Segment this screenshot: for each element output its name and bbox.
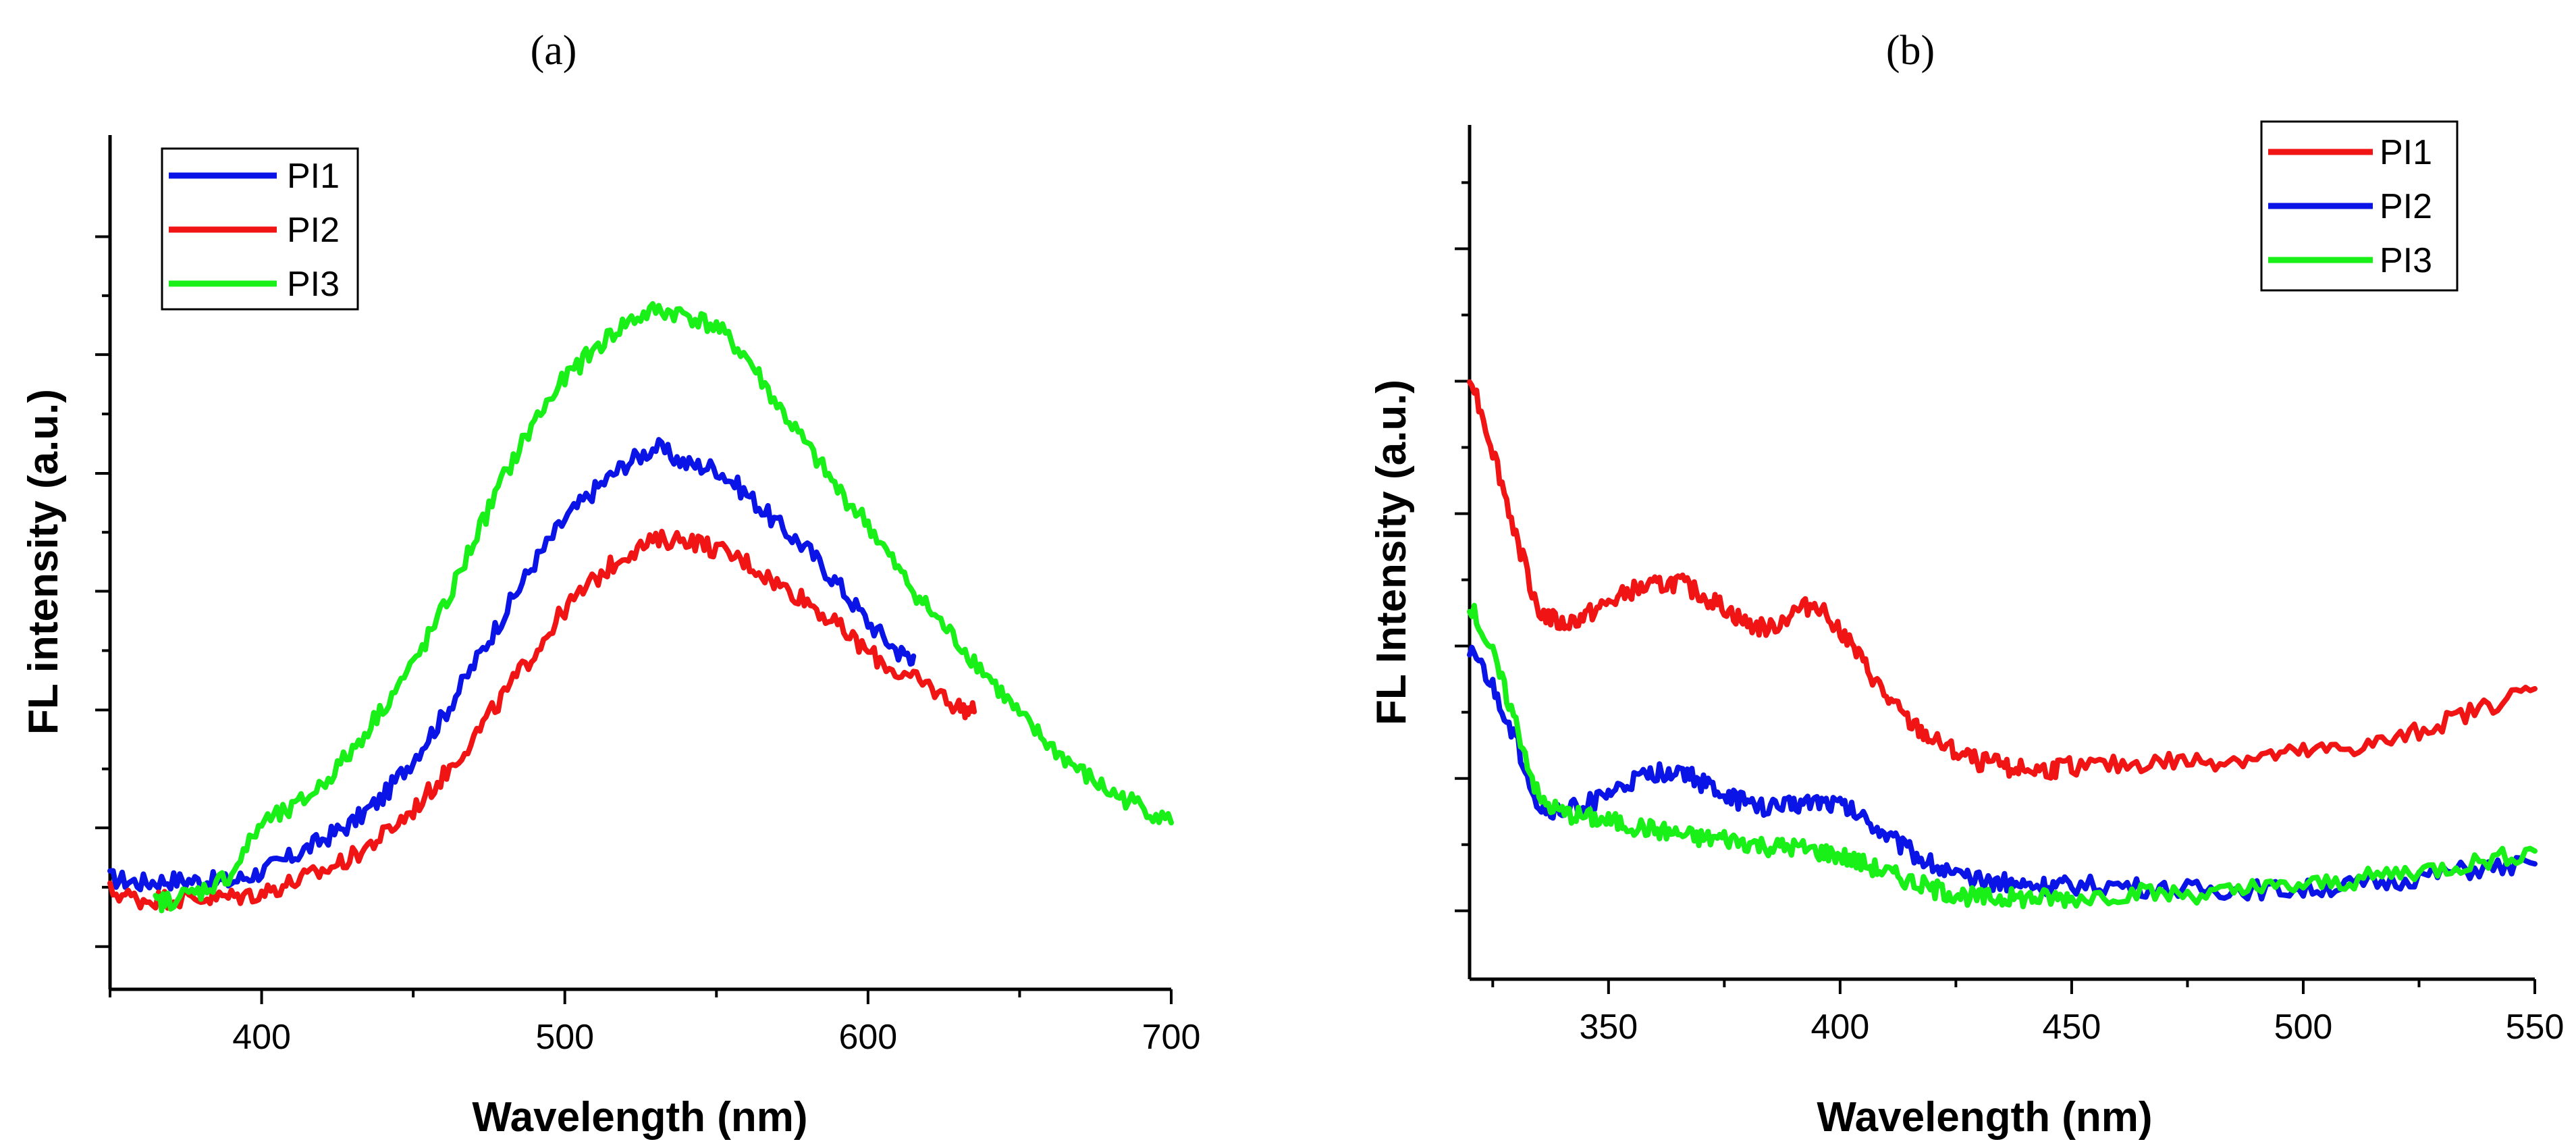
panel-a-series — [107, 301, 1174, 914]
panel-b-ticks: 350 400 450 500 550 — [1455, 181, 2565, 1047]
panel-b-x-tick-label: 550 — [2506, 1008, 2565, 1047]
panel-b-legend: PI1 PI2 PI3 — [2260, 120, 2459, 292]
panel-b-x-tick-label: 500 — [2274, 1008, 2333, 1047]
panel-b-label: (b) — [1886, 28, 1935, 74]
panel-b: (b) 350 400 450 500 550 Wavelength (nm) FL I… — [1368, 28, 2564, 1141]
panel-b-x-tick-label: 450 — [2043, 1008, 2101, 1047]
panel-a-x-axis-title: Wavelength (nm) — [472, 1094, 807, 1141]
panel-a-series-pi2 — [107, 529, 977, 911]
panel-b-legend-label-pi3: PI3 — [2380, 241, 2432, 280]
panel-a-legend-label-pi3: PI3 — [287, 265, 340, 304]
panel-b-series-pi1 — [1467, 379, 2538, 781]
panel-b-series-pi2 — [1467, 644, 2538, 902]
panel-a-x-tick-label: 600 — [838, 1018, 897, 1057]
panel-b-x-tick-label: 400 — [1810, 1008, 1869, 1047]
panel-a-series-pi1 — [107, 437, 917, 893]
panel-a-y-axis-title: FL intensity (a.u.) — [20, 389, 67, 735]
panel-a-legend-label-pi2: PI2 — [287, 211, 340, 250]
panel-a-legend: PI1 PI2 PI3 — [161, 147, 359, 311]
panel-b-series — [1467, 379, 2538, 910]
panel-a-label: (a) — [531, 28, 577, 74]
panel-a-x-tick-label: 700 — [1142, 1018, 1201, 1057]
panel-b-y-axis-title: FL Intensity (a.u.) — [1368, 380, 1415, 725]
panel-b-x-axis-title: Wavelength (nm) — [1817, 1094, 2152, 1141]
panel-b-legend-label-pi1: PI1 — [2380, 133, 2432, 172]
panel-a-x-tick-label: 500 — [535, 1018, 594, 1057]
panel-b-series-pi3 — [1467, 602, 2538, 910]
panel-a-series-pi3 — [153, 301, 1174, 914]
panel-a: (a) 400 500 600 700 Wavelength (nm) FL inte… — [20, 28, 1200, 1141]
panel-a-legend-label-pi1: PI1 — [287, 157, 340, 196]
panel-a-x-tick-label: 400 — [232, 1018, 291, 1057]
panel-b-legend-label-pi2: PI2 — [2380, 187, 2432, 226]
panel-b-x-tick-label: 350 — [1579, 1008, 1638, 1047]
panel-a-ticks: 400 500 600 700 — [95, 235, 1201, 1057]
